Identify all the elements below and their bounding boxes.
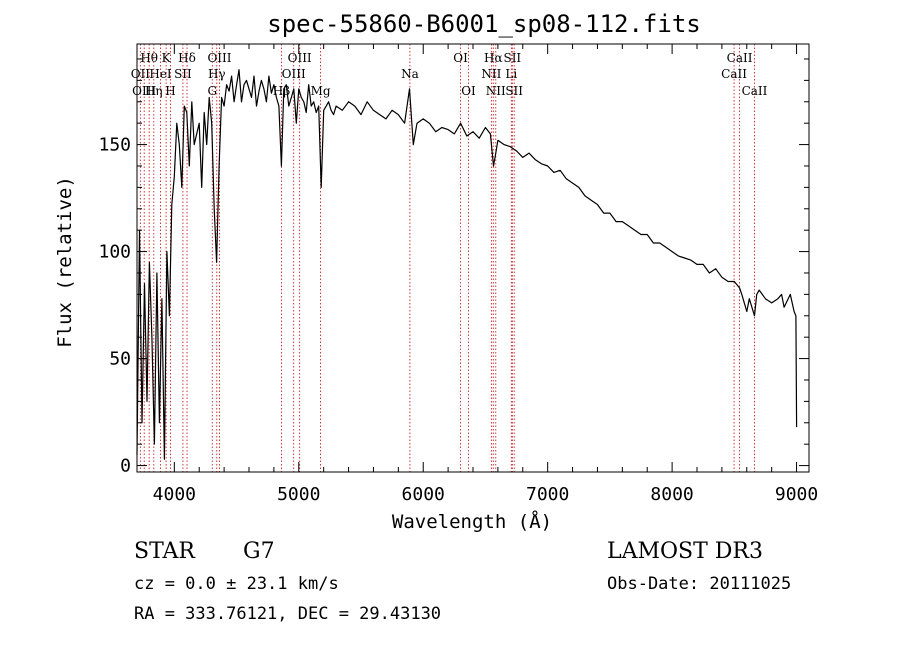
line-label-4305: G (207, 84, 217, 98)
object-class: STAR (134, 539, 196, 564)
observation-date: Obs-Date: 20111025 (607, 574, 791, 594)
y-tick-label-0: 0 (120, 456, 131, 477)
line-label-6708: Li (505, 67, 517, 81)
line-label-6716: SII (503, 51, 521, 65)
line-label-4959: OIII (282, 67, 306, 81)
line-label-3969: H (165, 84, 175, 98)
x-tick-label-9000: 9000 (775, 484, 818, 505)
plot-frame (136, 43, 810, 473)
axis-tick-labels: 4000 5000 6000 7000 8000 9000 0 50 100 150 (98, 135, 818, 505)
line-label-4102: Hδ (178, 51, 196, 65)
y-axis-label: Flux (relative) (54, 176, 76, 348)
x-tick-label-6000: 6000 (402, 484, 445, 505)
emission-line-labels: Hθ OII OIII K HeI Hη Hδ SII H OIII Hγ G OIII OIII Hβ Mg… (131, 51, 768, 98)
chart-title: spec-55860-B6001_sp08-112.fits (267, 10, 700, 38)
line-label-3889: HeI (149, 67, 172, 81)
line-label-4069: SII (174, 67, 192, 81)
line-label-3934: K (162, 51, 172, 65)
x-tick-label-8000: 8000 (650, 484, 693, 505)
line-label-8498: CaII (721, 67, 747, 81)
axis-ticks (137, 44, 809, 472)
x-tick-label-5000: 5000 (277, 484, 320, 505)
line-label-6548: NII (481, 67, 501, 81)
y-tick-label-50: 50 (109, 349, 131, 370)
line-label-5007: OIII (288, 51, 312, 65)
line-label-5175: Mg (311, 84, 331, 98)
emission-line-markers (139, 44, 755, 472)
spectrum-line (136, 69, 798, 460)
y-tick-label-100: 100 (98, 242, 131, 263)
plot-border (136, 43, 810, 473)
x-axis-label: Wavelength (Å) (392, 510, 552, 533)
line-label-8662: CaII (742, 84, 768, 98)
line-label-6364: OI (461, 84, 476, 98)
line-label-3727: OII (131, 67, 151, 81)
coordinates-readout: RA = 333.76121, DEC = 29.43130 (134, 604, 441, 624)
line-label-3758: OIII (132, 84, 156, 98)
survey-name: LAMOST DR3 (607, 539, 763, 564)
line-label-4861: Hβ (273, 84, 290, 98)
x-tick-label-4000: 4000 (153, 484, 196, 505)
spectrum-series (136, 69, 798, 460)
line-label-4363: OIII (207, 51, 231, 65)
x-tick-label-7000: 7000 (526, 484, 569, 505)
line-label-6731: SII (505, 84, 523, 98)
line-label-3835: Hη (145, 84, 163, 98)
object-subclass: G7 (243, 539, 275, 564)
line-label-6300: OI (453, 51, 468, 65)
y-tick-label-150: 150 (98, 135, 131, 156)
redshift-readout: cz = 0.0 ± 23.1 km/s (134, 574, 339, 594)
line-label-3798: Hθ (140, 51, 158, 65)
line-label-6563: Hα (484, 51, 503, 65)
line-label-5893: Na (401, 67, 419, 81)
line-label-4341: Hγ (208, 67, 226, 81)
line-label-6583: NII (486, 84, 506, 98)
line-label-8542: CaII (727, 51, 753, 65)
